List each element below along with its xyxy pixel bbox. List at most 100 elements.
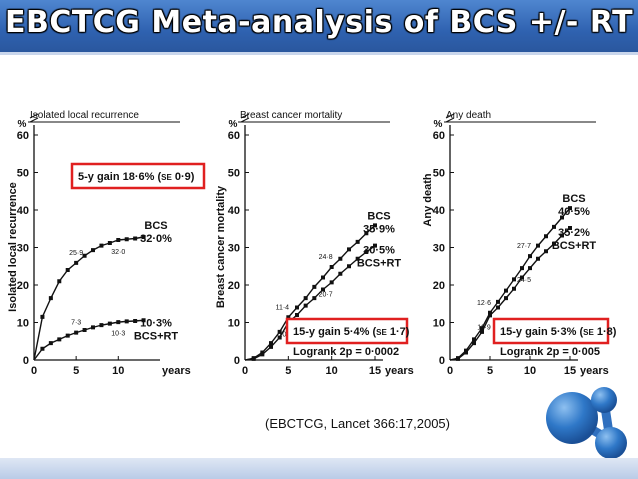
y-tick-label: 50: [17, 168, 29, 180]
chart-panel-3: Any death Any death% 0 10 20 30 40 50 60 0 5 10 15 ye…: [422, 110, 617, 377]
value-annotation: 24·8: [319, 254, 333, 261]
y-tick-label: 10: [433, 318, 445, 330]
logrank-label: Logrank 2p = 0·005: [500, 346, 600, 358]
value-annotation: 24·5: [517, 277, 531, 284]
value-annotation: 12·6: [477, 300, 491, 307]
series-line-bcs-plus-rt: [449, 227, 571, 361]
chart-title: Isolated local recurrence: [30, 110, 139, 121]
data-point: [329, 265, 334, 269]
data-point: [528, 266, 532, 271]
chart-panel-2: Breast cancer mortality Breast cancer mor…: [215, 110, 414, 377]
y-tick-label: 10: [17, 318, 29, 330]
data-point: [65, 268, 70, 272]
data-point: [57, 279, 62, 284]
y-tick-label: 20: [433, 280, 445, 292]
value-annotation: 7·3: [71, 320, 81, 327]
series-line-bcs: [449, 207, 571, 361]
data-point: [312, 296, 317, 301]
series-label-bcs-rt: BCS+RT: [552, 240, 597, 252]
x-tick-label: 5: [487, 365, 493, 377]
data-point: [40, 346, 45, 351]
data-point: [536, 243, 540, 248]
data-point: [355, 239, 360, 244]
data-point: [560, 215, 564, 220]
data-point: [544, 234, 548, 239]
y-tick-label: 0: [234, 355, 240, 367]
data-point: [456, 356, 460, 361]
y-unit-label: %: [18, 119, 27, 130]
data-point: [48, 296, 53, 301]
x-tick-label: 5: [285, 365, 291, 377]
data-point: [91, 325, 95, 330]
data-point: [338, 271, 343, 276]
data-point: [40, 314, 45, 319]
data-point: [355, 256, 360, 261]
data-point: [91, 248, 95, 253]
logrank-label: Logrank 2p = 0·0002: [293, 346, 399, 358]
data-point: [568, 206, 572, 211]
highlight-text: 15-y gain 5·4% (SE 1·7): [293, 326, 410, 338]
data-point: [464, 350, 468, 355]
data-point: [133, 319, 138, 323]
y-axis-label: Any death: [422, 173, 434, 226]
y-tick-label: 30: [228, 243, 240, 255]
data-point: [107, 321, 112, 326]
data-point: [269, 341, 273, 346]
y-axis-label: Breast cancer mortality: [215, 185, 227, 308]
data-point: [504, 288, 508, 293]
highlight-text: 5-y gain 18·6% (SE 0·9): [78, 171, 195, 183]
series-label-bcs-rt: BCS+RT: [134, 330, 179, 342]
y-tick-label: 50: [433, 168, 445, 180]
data-point: [338, 256, 343, 261]
axis-break-mark: [29, 113, 39, 123]
x-tick-label: 15: [564, 365, 576, 377]
data-point: [544, 249, 548, 254]
data-point: [116, 238, 121, 242]
series-value-bcs: 35·9%: [363, 223, 395, 235]
data-point: [286, 315, 291, 320]
data-point: [488, 313, 492, 318]
y-tick-label: 30: [433, 243, 445, 255]
x-tick-label: 10: [112, 365, 124, 377]
y-tick-label: 60: [228, 130, 240, 142]
data-point: [512, 277, 516, 282]
title-divider: [0, 52, 638, 55]
x-tick-label: 5: [73, 365, 79, 377]
data-point: [496, 305, 500, 310]
data-point: [373, 223, 377, 228]
data-point: [303, 303, 308, 308]
series-label-bcs: BCS: [367, 210, 390, 222]
data-point: [107, 241, 112, 245]
data-point: [141, 318, 146, 323]
y-tick-label: 60: [433, 130, 445, 142]
data-point: [295, 313, 299, 317]
data-point: [141, 235, 146, 239]
series-value-bcs-rt: 10·3%: [140, 317, 172, 329]
data-point: [347, 264, 351, 269]
data-point: [364, 250, 369, 254]
y-tick-label: 0: [439, 355, 445, 367]
data-point: [321, 287, 325, 292]
data-point: [496, 299, 500, 304]
data-point: [99, 323, 104, 328]
x-tick-label: 0: [447, 365, 453, 377]
y-tick-label: 50: [228, 168, 240, 180]
data-point: [480, 326, 484, 331]
data-point: [65, 333, 70, 338]
x-axis-label: years: [385, 365, 414, 377]
data-point: [74, 330, 79, 335]
x-axis-label: years: [580, 365, 609, 377]
chart-panel-1: Isolated local recurrence Isolated local …: [7, 110, 206, 377]
data-point: [277, 335, 282, 340]
chart-title: Breast cancer mortality: [240, 110, 342, 121]
x-tick-label: 0: [31, 365, 37, 377]
chart-title: Any death: [446, 110, 491, 121]
highlight-box: [70, 162, 206, 190]
value-annotation: 25·9: [69, 250, 83, 257]
highlight-text: 15-y gain 5·3% (SE 1·8): [500, 326, 617, 338]
y-tick-label: 10: [228, 318, 240, 330]
data-point: [520, 266, 524, 271]
axis-break-mark: [445, 113, 455, 123]
y-tick-label: 20: [17, 280, 29, 292]
